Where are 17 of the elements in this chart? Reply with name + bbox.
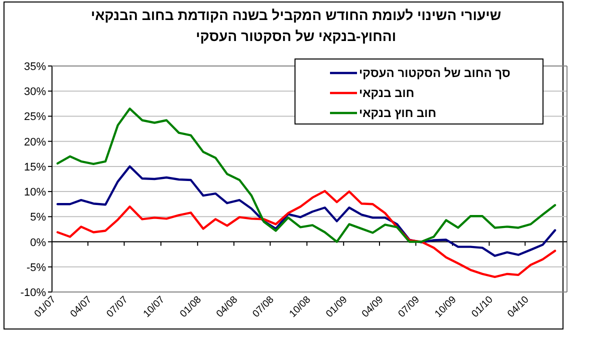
- line-series: [56, 165, 556, 257]
- y-tick-label: 35%: [24, 61, 46, 73]
- line-series: [56, 108, 556, 243]
- y-tick-label: 10%: [24, 186, 46, 199]
- line-series: [56, 190, 556, 278]
- y-tick-label: -10%: [20, 287, 46, 299]
- chart-title: שיעורי השינוי לעומת החודש המקביל בשנה הקודמת בחוב הבנקאי והחוץ-בנקאי של הסקטור העסקי: [90, 7, 502, 44]
- y-tick-label: -5%: [26, 262, 46, 274]
- y-tick-label: 25%: [24, 111, 46, 124]
- y-tick-label: 0%: [30, 236, 46, 249]
- y-tick-label: 15%: [24, 161, 46, 174]
- legend-label: חוב חוץ בנקאי: [359, 106, 436, 120]
- legend-label: סך החוב של הסקטור העסקי: [359, 66, 510, 80]
- legend-label: חוב בנקאי: [359, 86, 414, 100]
- y-tick-label: 5%: [30, 212, 46, 224]
- y-tick-label: 20%: [24, 136, 46, 148]
- y-tick-label: 30%: [24, 86, 46, 98]
